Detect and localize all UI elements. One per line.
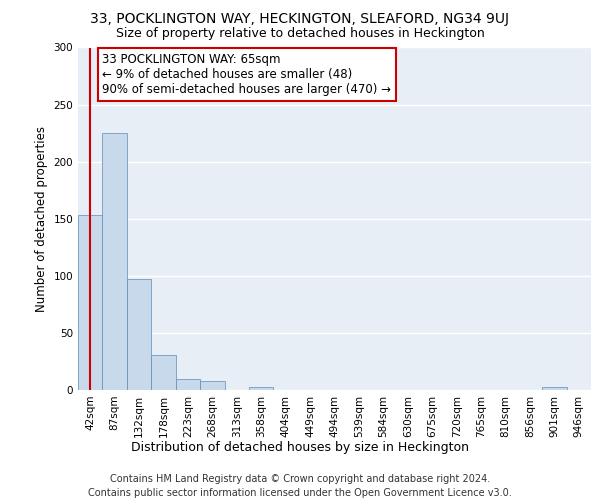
Bar — [249, 386, 274, 390]
Text: 33, POCKLINGTON WAY, HECKINGTON, SLEAFORD, NG34 9UJ: 33, POCKLINGTON WAY, HECKINGTON, SLEAFOR… — [91, 12, 509, 26]
Bar — [200, 381, 224, 390]
Bar — [103, 133, 127, 390]
Text: 33 POCKLINGTON WAY: 65sqm
← 9% of detached houses are smaller (48)
90% of semi-d: 33 POCKLINGTON WAY: 65sqm ← 9% of detach… — [103, 53, 391, 96]
Text: Distribution of detached houses by size in Heckington: Distribution of detached houses by size … — [131, 441, 469, 454]
Bar — [542, 386, 566, 390]
Bar — [127, 280, 151, 390]
Y-axis label: Number of detached properties: Number of detached properties — [35, 126, 48, 312]
Bar — [176, 378, 200, 390]
Bar — [151, 354, 176, 390]
Bar — [78, 216, 103, 390]
Text: Contains HM Land Registry data © Crown copyright and database right 2024.
Contai: Contains HM Land Registry data © Crown c… — [88, 474, 512, 498]
Text: Size of property relative to detached houses in Heckington: Size of property relative to detached ho… — [116, 28, 484, 40]
